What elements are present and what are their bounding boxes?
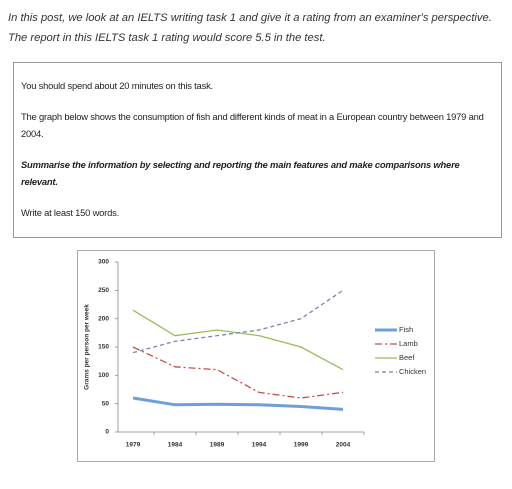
chart: Grams per person per week 0 50 100 150 200 25… [77, 250, 435, 462]
x-tick-label: 2004 [336, 442, 351, 449]
legend-label: Lamb [399, 339, 418, 348]
x-tick-label: 1994 [252, 442, 267, 449]
x-tick-label: 1999 [294, 442, 309, 449]
task-paragraph: Write at least 150 words. [21, 207, 119, 218]
chart-frame [77, 250, 435, 462]
x-tick-label: 1989 [210, 442, 225, 449]
task-paragraph: You should spend about 20 minutes on thi… [21, 80, 213, 91]
y-tick-label: 50 [102, 400, 110, 407]
intro: In this post, we look at an IELTS writin… [8, 8, 508, 48]
legend-label: Chicken [399, 367, 426, 376]
series-line [132, 346, 344, 399]
y-tick-label: 250 [98, 287, 109, 294]
y-tick-label: 200 [98, 315, 109, 322]
series-line [132, 289, 344, 354]
y-tick-label: 100 [98, 372, 109, 379]
task-box: You should spend about 20 minutes on thi… [13, 62, 502, 238]
task-paragraph: Summarise the information by selecting a… [21, 159, 460, 187]
intro-line: The report in this IELTS task 1 rating w… [8, 32, 326, 44]
y-tick-label: 0 [105, 429, 109, 436]
y-tick-label: 300 [98, 259, 109, 266]
y-tick-label: 150 [98, 344, 109, 351]
x-tick-label: 1979 [126, 442, 141, 449]
series-line [132, 396, 344, 411]
legend-label: Fish [399, 325, 413, 334]
task-paragraph: The graph below shows the consumption of… [21, 111, 484, 139]
legend-label: Beef [399, 353, 415, 362]
intro-line: In this post, we look at an IELTS writin… [8, 12, 492, 24]
x-tick-label: 1984 [168, 442, 183, 449]
y-axis-label: Grams per person per week [84, 304, 91, 390]
